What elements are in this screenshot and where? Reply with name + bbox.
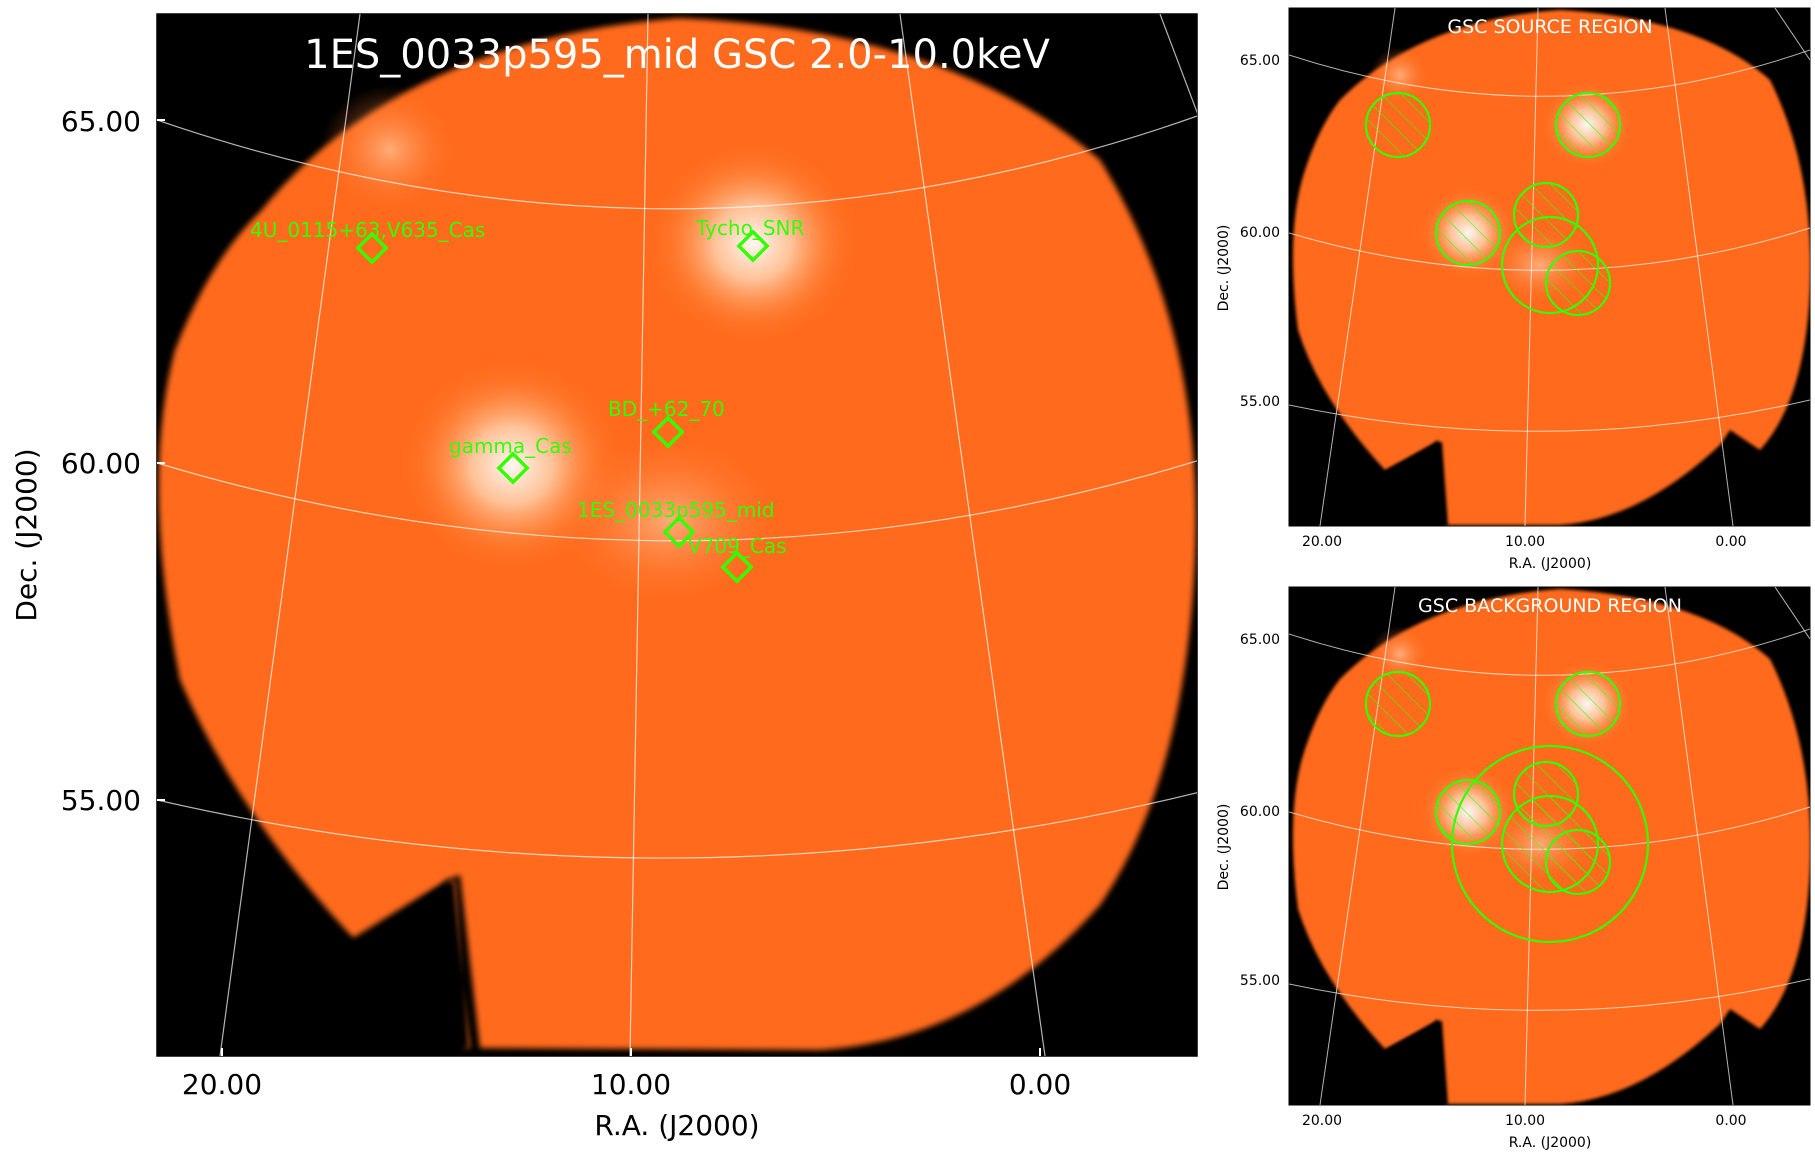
label-tycho-snr: Tycho_SNR (695, 216, 805, 240)
src-circle-tycho[interactable] (1554, 91, 1622, 159)
marker-tycho-snr[interactable] (736, 229, 770, 263)
label-v709-cas: V709_Cas (688, 534, 787, 558)
src-ylabel: Dec. (J2000) (1216, 225, 1232, 312)
bg-circle-target[interactable] (1500, 794, 1600, 894)
bg-xlabel: R.A. (J2000) (1509, 1135, 1592, 1151)
source-markers (355, 229, 770, 584)
main-title: 1ES_0033p595_mid GSC 2.0-10.0keV (304, 32, 1050, 78)
marker-gamma-cas[interactable] (496, 451, 530, 485)
src-yticks: 65.00 60.00 55.00 (1240, 53, 1280, 410)
main-yticks: 65.00 60.00 55.00 (61, 105, 141, 817)
marker-1es-0033[interactable] (662, 515, 696, 549)
source-region-panel: GSC SOURCE REGION 65.00 60.00 55.00 20.0… (1216, 7, 1811, 572)
bg-circle-annulus[interactable] (1450, 744, 1650, 944)
label-1es-0033: 1ES_0033p595_mid (577, 498, 775, 522)
src-ytick-65: 65.00 (1240, 53, 1280, 69)
src-xtick-10: 10.00 (1505, 534, 1545, 550)
marker-bd-62-70[interactable] (651, 415, 685, 449)
src-xlabel: R.A. (J2000) (1509, 556, 1592, 572)
ytick-60: 60.00 (61, 447, 141, 480)
bg-circle-4u[interactable] (1364, 670, 1432, 738)
bg-xtick-0: 0.00 (1715, 1113, 1746, 1129)
xtick-10: 10.00 (591, 1068, 671, 1101)
xtick-20: 20.00 (182, 1068, 262, 1101)
bg-xticks: 20.00 10.00 0.00 (1302, 1113, 1747, 1129)
marker-4u-0115[interactable] (355, 231, 389, 265)
main-grid (157, 14, 1197, 1056)
main-ylabel: Dec. (J2000) (10, 448, 43, 621)
glow-tycho (643, 138, 863, 348)
src-xtick-20: 20.00 (1302, 534, 1342, 550)
bg-ylabel: Dec. (J2000) (1216, 804, 1232, 891)
ytick-55: 55.00 (61, 784, 141, 817)
src-circle-gamma[interactable] (1434, 199, 1502, 267)
src-ytick-60: 60.00 (1240, 225, 1280, 241)
src-region-circles (1364, 91, 1622, 317)
main-tick-marks (157, 119, 1041, 1056)
main-xlabel: R.A. (J2000) (594, 1109, 759, 1142)
main-panel: 4U_0115+63,V635_Cas Tycho_SNR BD_+62_70 … (10, 13, 1198, 1142)
bg-ytick-65: 65.00 (1240, 632, 1280, 648)
bg-region-circles (1364, 670, 1650, 944)
bg-circle-gamma[interactable] (1434, 778, 1502, 846)
bg-circle-tycho[interactable] (1554, 670, 1622, 738)
bg-grid (1289, 587, 1810, 1105)
src-xtick-0: 0.00 (1715, 534, 1746, 550)
label-4u-0115: 4U_0115+63,V635_Cas (250, 218, 485, 242)
src-notch (1380, 442, 1448, 526)
bg-xtick-20: 20.00 (1302, 1113, 1342, 1129)
main-xticks: 20.00 10.00 0.00 (182, 1068, 1071, 1101)
glow-4u (320, 85, 460, 215)
bg-notch (1380, 1021, 1448, 1105)
source-labels: 4U_0115+63,V635_Cas Tycho_SNR BD_+62_70 … (250, 216, 805, 558)
ytick-65: 65.00 (61, 105, 141, 138)
src-circle-target[interactable] (1500, 215, 1600, 315)
src-glow-4 (1370, 47, 1430, 103)
bg-xtick-10: 10.00 (1505, 1113, 1545, 1129)
src-circle-4u[interactable] (1364, 91, 1432, 159)
glow-center (550, 430, 790, 610)
src-ytick-55: 55.00 (1240, 394, 1280, 410)
label-gamma-cas: gamma_Cas (449, 434, 572, 458)
background-region-panel: GSC BACKGROUND REGION 65.00 60.00 55.00 … (1216, 586, 1811, 1151)
main-notch (320, 882, 468, 1048)
src-circle-v709[interactable] (1544, 249, 1612, 317)
src-grid (1289, 8, 1810, 526)
xtick-0: 0.00 (1009, 1068, 1071, 1101)
label-bd-62-70: BD_+62_70 (608, 397, 725, 421)
bg-ytick-60: 60.00 (1240, 804, 1280, 820)
marker-v709-cas[interactable] (720, 550, 754, 584)
bg-panel-title: GSC BACKGROUND REGION (1418, 595, 1682, 617)
bg-ytick-55: 55.00 (1240, 973, 1280, 989)
bg-glow-4 (1370, 626, 1430, 682)
src-panel-title: GSC SOURCE REGION (1447, 16, 1652, 38)
bg-yticks: 65.00 60.00 55.00 (1240, 632, 1280, 989)
src-xticks: 20.00 10.00 0.00 (1302, 534, 1747, 550)
src-circle-bd[interactable] (1512, 181, 1580, 249)
